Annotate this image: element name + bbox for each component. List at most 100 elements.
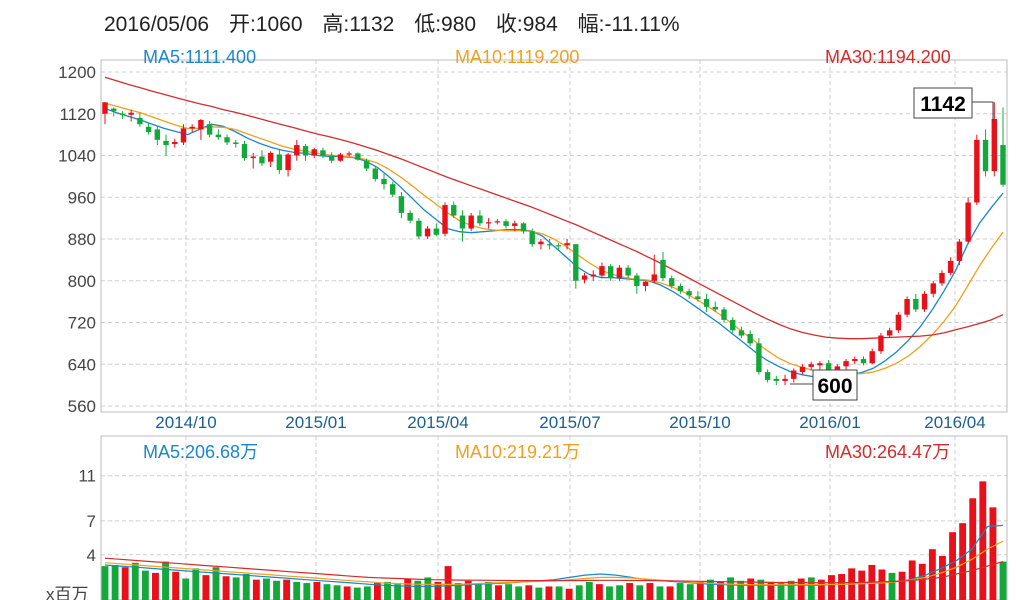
- candle-body: [346, 153, 352, 155]
- volume-bar: [222, 576, 230, 600]
- header-date: 2016/05/06: [104, 13, 210, 36]
- candle-body: [695, 296, 701, 300]
- volume-bar: [424, 577, 432, 600]
- candle-body: [834, 366, 841, 370]
- volume-ma10-label: MA10:219.21万: [455, 442, 580, 462]
- volume-bar: [131, 562, 139, 600]
- candle-body: [320, 150, 326, 156]
- volume-bar: [474, 583, 482, 600]
- volume-bar: [858, 570, 866, 600]
- candle-body: [337, 154, 344, 161]
- volume-bar: [454, 583, 462, 600]
- volume-bar: [263, 578, 270, 600]
- volume-bar: [232, 577, 240, 600]
- candle-body: [294, 145, 300, 156]
- volume-bar: [787, 580, 795, 600]
- candle-body: [459, 215, 466, 229]
- candle-body: [634, 275, 640, 286]
- volume-bar: [141, 570, 149, 600]
- candle-body: [355, 153, 361, 160]
- volume-bar: [515, 586, 523, 600]
- candle-body: [163, 140, 169, 146]
- candle-body: [573, 244, 579, 281]
- volume-bar: [384, 581, 391, 600]
- date-tick-label: 2015/07: [539, 413, 600, 432]
- volume-ma-line-ma5: [104, 524, 1004, 588]
- candle-body: [451, 205, 457, 216]
- volume-bar: [959, 523, 967, 600]
- volume-bar: [626, 583, 634, 600]
- candle-body: [468, 215, 474, 229]
- volume-bar: [343, 586, 351, 600]
- candle-body: [712, 306, 718, 310]
- candle-body: [668, 278, 675, 286]
- candle-body: [686, 291, 692, 296]
- volume-bar: [404, 578, 412, 600]
- price-grid: [101, 60, 1007, 412]
- header-low: 低:980: [414, 13, 477, 36]
- candle-body: [1000, 145, 1006, 185]
- volume-bar: [686, 584, 694, 600]
- date-tick-label: 2015/10: [669, 413, 730, 432]
- candlesticks: [102, 102, 1006, 386]
- candle-body: [817, 363, 823, 366]
- volume-ma30-label: MA30:264.47万: [825, 442, 950, 462]
- candle-body: [398, 196, 405, 213]
- price-y-tick-label: 1120: [59, 105, 96, 124]
- volume-bar: [242, 574, 250, 600]
- candle-body: [102, 102, 108, 114]
- volume-bar: [565, 588, 573, 600]
- price-y-tick-label: 880: [68, 230, 96, 249]
- volume-bar: [182, 578, 190, 600]
- candle-body: [599, 266, 605, 276]
- candle-body: [529, 231, 535, 245]
- volume-bar: [898, 571, 906, 600]
- volume-bar: [676, 583, 684, 600]
- quote-header: 2016/05/06 开:1060 高:1132 低:980 收:984 幅:-…: [104, 8, 694, 38]
- volume-bar: [575, 585, 583, 600]
- volume-bar: [666, 586, 674, 600]
- price-ma-lines: [104, 76, 1004, 378]
- volume-bar: [949, 532, 956, 600]
- volume-y-axis: 4 7 11: [78, 467, 96, 565]
- volume-bar: [878, 569, 886, 600]
- candle-body: [311, 149, 317, 156]
- candle-body: [494, 221, 501, 223]
- volume-bar: [656, 586, 664, 600]
- volume-bar: [152, 572, 159, 600]
- volume-bar: [939, 555, 946, 600]
- candle-body: [555, 245, 562, 247]
- volume-bar: [444, 566, 452, 600]
- candle-body: [939, 272, 945, 284]
- candle-body: [267, 152, 274, 162]
- candle-body: [477, 215, 483, 224]
- candle-body: [206, 124, 213, 135]
- price-y-axis: 560 640 720 800 880 960 1040 1120 1200: [58, 63, 96, 416]
- volume-bar: [757, 579, 765, 600]
- candle-body: [843, 361, 849, 367]
- volume-ma-line-ma30: [104, 557, 1004, 584]
- candle-body: [416, 220, 422, 237]
- candle-body: [747, 333, 753, 344]
- header-change: 幅:-11.11%: [577, 13, 680, 36]
- volume-bar: [192, 568, 200, 600]
- candle-body: [137, 117, 143, 125]
- candle-body: [799, 366, 806, 373]
- candle-body: [224, 137, 230, 143]
- volume-bar: [434, 581, 442, 600]
- price-ma30-label: MA30:1194.200: [825, 47, 951, 67]
- high-annotation-box: [913, 87, 973, 119]
- volume-bar: [525, 585, 533, 600]
- candle-body: [111, 108, 117, 112]
- candle-body: [730, 319, 736, 331]
- volume-bar: [333, 585, 341, 600]
- volume-bar: [777, 583, 785, 600]
- volume-bar: [918, 563, 926, 600]
- volume-bar: [394, 584, 402, 600]
- candle-body: [808, 364, 814, 367]
- volume-unit-label: x百万: [46, 585, 89, 600]
- candle-body: [128, 112, 134, 115]
- candle-body: [869, 351, 875, 364]
- candle-body: [642, 281, 649, 286]
- candle-body: [233, 142, 239, 145]
